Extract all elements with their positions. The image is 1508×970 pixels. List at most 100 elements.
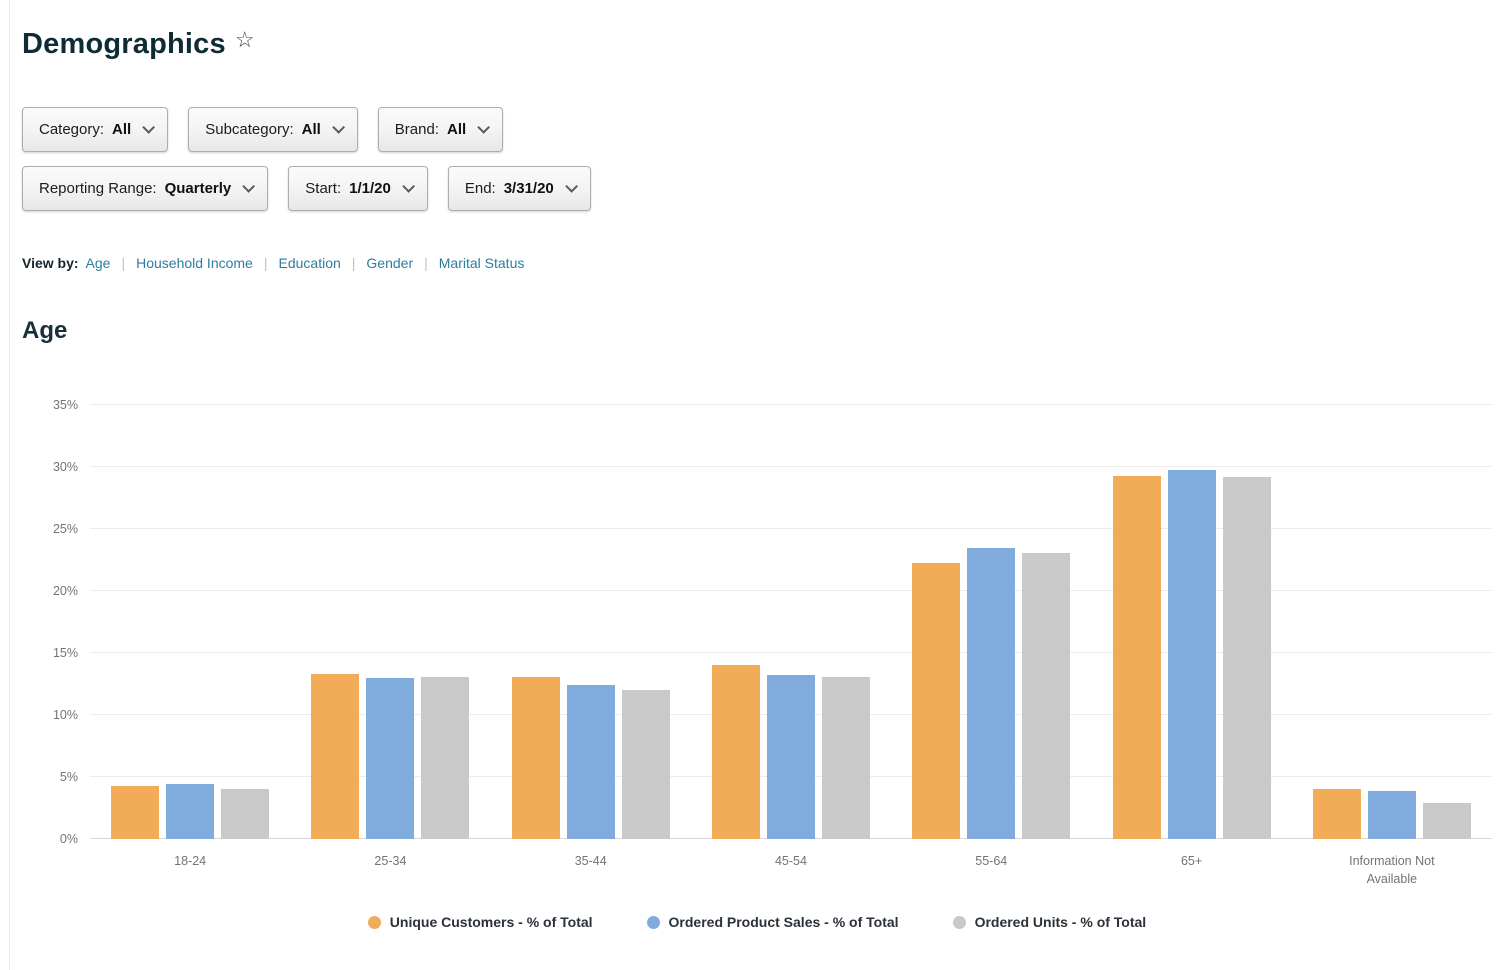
- category-filter-button[interactable]: Category: All: [22, 107, 169, 152]
- bar[interactable]: [111, 785, 160, 839]
- filter-row-1: Category: All Subcategory: All Brand: Al…: [22, 107, 1508, 152]
- age-bar-chart: 0% 5% 10% 15% 20% 25% 30% 35% 18-24 25-34 35-44 45…: [22, 379, 1492, 930]
- y-axis-tick-label: 35%: [52, 398, 78, 412]
- view-by-link-household-income[interactable]: Household Income: [136, 255, 253, 271]
- legend-swatch-icon: [952, 915, 966, 929]
- bar[interactable]: [766, 675, 815, 839]
- bar[interactable]: [621, 690, 670, 839]
- y-axis-tick-label: 20%: [52, 584, 78, 598]
- divider: |: [121, 255, 126, 271]
- filter-label: Reporting Range:: [39, 180, 157, 197]
- bar[interactable]: [711, 665, 760, 839]
- legend-label: Ordered Units - % of Total: [974, 914, 1147, 931]
- filter-row-2: Reporting Range: Quarterly Start: 1/1/20…: [22, 166, 1508, 211]
- divider: |: [351, 255, 356, 271]
- bar[interactable]: [221, 789, 270, 839]
- panel-edge-divider: [9, 0, 10, 970]
- bar[interactable]: [311, 674, 360, 839]
- bar[interactable]: [1422, 803, 1471, 839]
- bar[interactable]: [821, 676, 870, 839]
- bar[interactable]: [421, 676, 470, 839]
- legend-swatch-icon: [646, 915, 660, 929]
- bar[interactable]: [912, 562, 961, 839]
- filter-value: All: [301, 121, 321, 138]
- y-axis-tick-label: 0%: [59, 832, 78, 846]
- y-axis-tick-label: 10%: [52, 708, 78, 722]
- divider: |: [263, 255, 268, 271]
- filter-label: Start:: [305, 180, 342, 197]
- end-date-filter-button[interactable]: End: 3/31/20: [447, 166, 591, 211]
- bar[interactable]: [1222, 476, 1271, 839]
- x-axis-labels: 18-24 25-34 35-44 45-54 55-64 65+ Information …: [90, 839, 1492, 888]
- brand-filter-button[interactable]: Brand: All: [377, 107, 504, 152]
- x-axis-label: 55-64: [975, 854, 1008, 868]
- legend: Unique Customers - % of Total Ordered Pro…: [22, 914, 1492, 930]
- x-axis-label: 25-34: [374, 854, 407, 868]
- favorite-star-icon[interactable]: ☆: [234, 27, 255, 52]
- view-by-link-age[interactable]: Age: [85, 255, 111, 271]
- view-by-label: View by:: [22, 255, 79, 271]
- start-date-filter-button[interactable]: Start: 1/1/20: [288, 166, 428, 211]
- bar[interactable]: [366, 677, 415, 839]
- gridline: [90, 590, 1492, 591]
- chevron-down-icon: [142, 121, 156, 134]
- bar[interactable]: [1367, 790, 1416, 839]
- filter-value: 1/1/20: [349, 180, 391, 197]
- chevron-down-icon: [477, 121, 491, 134]
- bar-group: [691, 379, 891, 839]
- bar[interactable]: [1312, 789, 1361, 839]
- age-section-title: Age: [22, 317, 68, 344]
- y-axis-tick-label: 25%: [52, 522, 78, 536]
- bar-group: [1091, 379, 1291, 839]
- demographics-page: Demographics ☆ Category: All Subcategory…: [22, 25, 1508, 930]
- view-by-link-gender[interactable]: Gender: [366, 255, 414, 271]
- legend-label: Ordered Product Sales - % of Total: [668, 914, 899, 931]
- x-axis-label: 45-54: [774, 854, 807, 868]
- filter-value: All: [112, 121, 132, 138]
- bar[interactable]: [511, 676, 560, 839]
- page-title: Demographics: [22, 28, 226, 60]
- bar[interactable]: [1167, 469, 1216, 839]
- reporting-range-filter-button[interactable]: Reporting Range: Quarterly: [22, 166, 269, 211]
- chart-body: 0% 5% 10% 15% 20% 25% 30% 35%: [22, 379, 1492, 846]
- x-axis-label: Information Not Available: [1349, 854, 1435, 887]
- bar[interactable]: [1022, 552, 1071, 839]
- legend-swatch-icon: [367, 915, 381, 929]
- page-header: Demographics ☆: [22, 25, 1508, 63]
- divider: |: [424, 255, 428, 271]
- bar[interactable]: [566, 685, 615, 839]
- y-axis: 0% 5% 10% 15% 20% 25% 30% 35%: [22, 379, 90, 846]
- chevron-down-icon: [402, 180, 415, 193]
- y-axis-tick-label: 15%: [52, 646, 78, 660]
- bar-group: [1292, 379, 1492, 839]
- chevron-down-icon: [565, 180, 578, 193]
- chevron-down-icon: [242, 180, 256, 193]
- filter-value: Quarterly: [164, 180, 232, 197]
- gridline: [90, 528, 1492, 529]
- filter-value: 3/31/20: [503, 180, 554, 197]
- view-by-link-education[interactable]: Education: [278, 255, 341, 271]
- subcategory-filter-button[interactable]: Subcategory: All: [188, 107, 358, 152]
- filter-label: Category:: [39, 121, 105, 138]
- bar[interactable]: [1112, 475, 1161, 839]
- bar[interactable]: [166, 784, 215, 839]
- view-by-link-marital-status[interactable]: Marital Status: [438, 255, 525, 271]
- filter-label: Brand:: [394, 121, 439, 138]
- legend-item: Ordered Units - % of Total: [952, 914, 1147, 931]
- bar-groups: [90, 379, 1492, 839]
- y-axis-tick-label: 5%: [59, 770, 78, 784]
- bar-group: [891, 379, 1091, 839]
- filter-label: Subcategory:: [205, 121, 294, 138]
- bar-group: [491, 379, 691, 839]
- y-axis-tick-label: 30%: [52, 460, 78, 474]
- filter-label: End:: [464, 180, 496, 197]
- gridline: [90, 404, 1492, 405]
- chevron-down-icon: [332, 121, 345, 134]
- gridline: [90, 652, 1492, 653]
- gridline: [90, 466, 1492, 467]
- bar[interactable]: [967, 547, 1016, 839]
- x-axis-label: 18-24: [174, 854, 207, 868]
- x-axis-label: 65+: [1180, 854, 1203, 868]
- filter-value: All: [446, 121, 467, 138]
- legend-item: Ordered Product Sales - % of Total: [646, 914, 899, 931]
